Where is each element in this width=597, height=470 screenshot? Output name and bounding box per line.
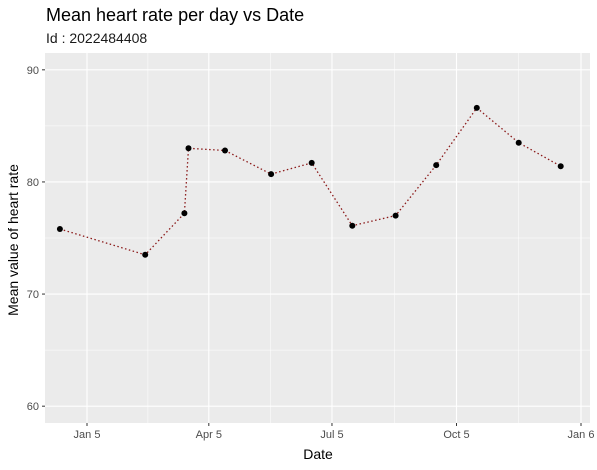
- x-axis-ticks: Jan 5 Apr 5 Jul 5 Oct 5 Jan 6: [74, 423, 595, 441]
- y-tick-label: 60: [27, 401, 39, 413]
- y-tick-label: 70: [27, 289, 39, 301]
- chart-subtitle: Id : 2022484408: [46, 30, 147, 46]
- data-point: [433, 162, 440, 169]
- x-tick-label: Jan 6: [568, 429, 595, 441]
- y-axis-label: Mean value of heart rate: [5, 164, 21, 316]
- x-tick-label: Jan 5: [74, 429, 101, 441]
- data-point: [142, 251, 149, 258]
- data-point: [473, 104, 480, 111]
- minor-gridlines: [45, 53, 590, 423]
- x-tick-label: Apr 5: [196, 429, 222, 441]
- data-point: [222, 147, 228, 154]
- data-point: [515, 139, 522, 146]
- chart-title: Mean heart rate per day vs Date: [46, 5, 304, 25]
- x-tick-label: Oct 5: [443, 429, 469, 441]
- data-point: [185, 145, 192, 152]
- data-point: [557, 163, 564, 170]
- x-tick-label: Jul 5: [320, 429, 343, 441]
- x-axis-label: Date: [303, 446, 333, 462]
- data-point: [308, 159, 315, 166]
- data-point: [56, 226, 63, 232]
- data-point: [181, 210, 188, 217]
- y-tick-label: 80: [27, 177, 39, 189]
- y-tick-label: 90: [27, 65, 39, 77]
- y-axis-ticks: 60 70 80 90: [27, 65, 45, 413]
- data-point: [392, 212, 399, 219]
- data-points: [56, 104, 564, 258]
- data-point: [349, 222, 356, 229]
- major-gridlines: [45, 53, 590, 423]
- data-point: [268, 171, 275, 178]
